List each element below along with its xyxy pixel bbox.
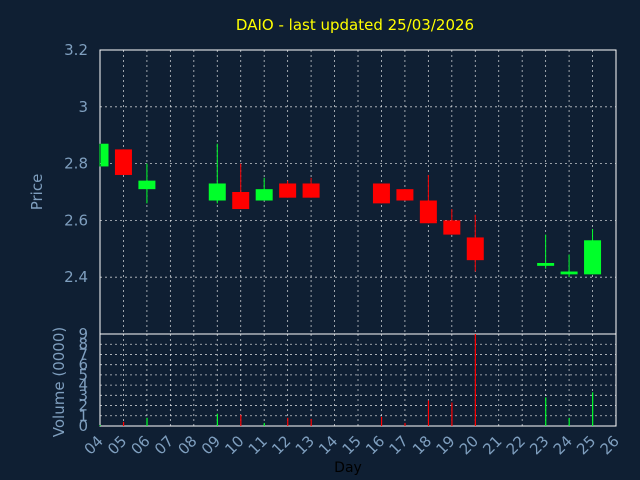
candle-body [101, 143, 109, 167]
price-y-tick-label: 2.4 [64, 268, 88, 286]
volume-bar [216, 413, 218, 426]
volume-y-tick-label: 8 [78, 335, 88, 353]
volume-y-tick-label: 5 [78, 366, 88, 384]
volume-y-tick-label: 9 [78, 325, 88, 343]
x-tick-label: 26 [597, 432, 623, 458]
candle-body [396, 189, 414, 201]
volume-bar [263, 422, 265, 426]
candle-body [255, 189, 273, 201]
volume-bar [380, 416, 383, 426]
volume-bar [474, 334, 476, 426]
candle-body [537, 263, 555, 266]
x-tick-label: 12 [268, 432, 294, 458]
volume-axis-label: Volume (0000) [50, 327, 68, 437]
volume-y-tick-label: 6 [78, 356, 88, 374]
volume-bar [240, 414, 242, 426]
volume-bar [545, 397, 547, 426]
candle-body [279, 183, 297, 198]
volume-y-tick-label: 7 [78, 345, 88, 363]
price-y-tick-label: 2.6 [64, 211, 88, 229]
x-tick-label: 23 [526, 432, 552, 458]
x-tick-label: 13 [292, 432, 318, 458]
price-y-tick-label: 3 [78, 98, 88, 116]
volume-bar [404, 422, 406, 426]
x-tick-label: 07 [151, 432, 177, 458]
x-tick-label: 05 [104, 432, 130, 458]
price-y-axis: 2.4 2.6 2.8 3 3.2 [64, 41, 88, 286]
x-tick-label: 08 [174, 432, 200, 458]
x-tick-label: 24 [550, 432, 576, 458]
x-tick-label: 17 [386, 432, 412, 458]
volume-bar [310, 418, 312, 426]
candle-body [138, 180, 156, 190]
volume-y-tick-label: 1 [78, 407, 88, 425]
candles [99, 143, 602, 278]
volume-bar [287, 417, 289, 426]
volume-grid [100, 334, 616, 426]
volume-y-tick-label: 3 [78, 386, 88, 404]
x-tick-label: 18 [409, 432, 435, 458]
volume-bar [592, 392, 594, 426]
volume-bar [122, 421, 125, 426]
volume-bar [568, 417, 570, 426]
candle-body [372, 183, 390, 204]
candle-body [584, 240, 602, 275]
x-tick-label: 09 [198, 432, 224, 458]
x-tick-label: 11 [245, 432, 271, 458]
volume-bar [427, 400, 430, 426]
candle-body [466, 237, 484, 261]
candle-body [208, 183, 226, 201]
candle-body [419, 200, 437, 224]
x-tick-label: 21 [479, 432, 505, 458]
candle-body [560, 271, 578, 275]
volume-y-tick-label: 2 [78, 397, 88, 415]
volume-y-tick-label: 4 [78, 376, 88, 394]
x-tick-label: 25 [573, 432, 599, 458]
x-axis-label: Day [334, 460, 362, 476]
price-axis-label: Price [28, 174, 46, 211]
volume-y-tick-label: 0 [78, 417, 88, 435]
x-tick-label: 15 [339, 432, 365, 458]
x-tick-label: 19 [432, 432, 458, 458]
x-tick-label: 20 [456, 432, 482, 458]
candle-body [302, 183, 320, 198]
volume-bar [99, 424, 101, 426]
volume-bar [451, 402, 453, 426]
x-tick-label: 16 [362, 432, 388, 458]
x-tick-label: 10 [221, 432, 247, 458]
chart-title: DAIO - last updated 25/03/2026 [236, 16, 474, 34]
x-tick-label: 06 [128, 432, 154, 458]
candle-body [443, 220, 461, 235]
x-tick-label: 22 [503, 432, 529, 458]
candle-body [114, 149, 132, 175]
price-y-tick-label: 3.2 [64, 41, 88, 59]
price-y-tick-label: 2.8 [64, 155, 88, 173]
x-tick-label: 14 [315, 432, 341, 458]
candle-body [232, 192, 250, 210]
x-tick-label: 04 [81, 432, 107, 458]
volume-bars [99, 334, 594, 426]
volume-bar [146, 417, 148, 426]
x-axis: 0405060708091011121314151617181920212223… [81, 432, 623, 458]
